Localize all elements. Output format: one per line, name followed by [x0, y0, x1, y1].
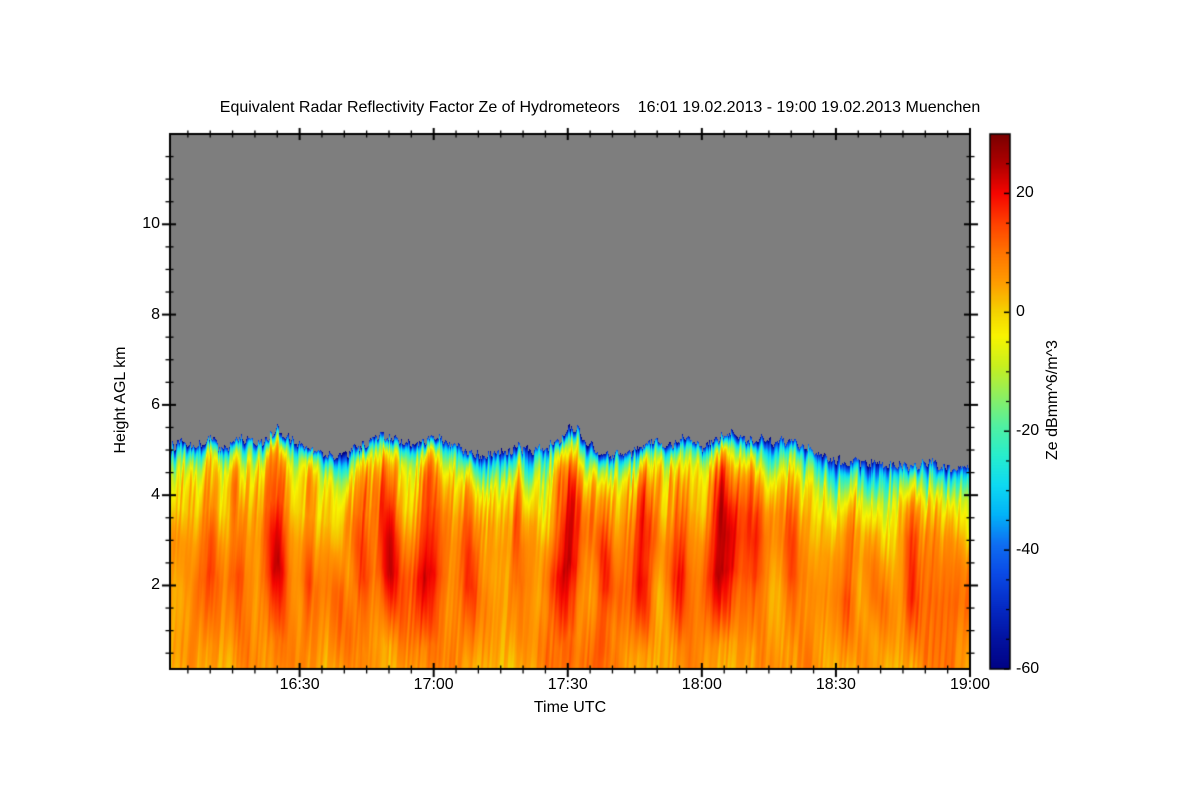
colorbar-label: Ze dBmm^6/m^3	[1044, 340, 1061, 460]
x-axis-label: Time UTC	[533, 699, 607, 716]
x-axis-tick-label: 16:30	[279, 676, 320, 693]
colorbar-tick-label: -40	[1016, 541, 1040, 559]
x-axis-tick-label: 19:00	[949, 676, 991, 693]
colorbar-tick-label: 20	[1016, 184, 1034, 202]
y-axis-tick-label: 8	[151, 305, 160, 323]
x-axis-tick-label: 17:00	[413, 676, 454, 693]
colorbar-tick-label: 0	[1016, 303, 1025, 321]
colorbar-tick-label: -60	[1016, 660, 1040, 677]
x-axis-tick-label: 17:30	[547, 676, 588, 693]
y-axis-tick-label: 2	[151, 576, 160, 594]
chart-title: Equivalent Radar Reflectivity Factor Ze …	[219, 99, 981, 116]
y-axis-tick-label: 6	[151, 395, 160, 413]
colorbar-tick-label: -20	[1016, 422, 1040, 440]
x-axis-tick-label: 18:30	[815, 676, 856, 693]
x-axis-tick-label: 18:00	[681, 676, 722, 693]
y-axis-tick-label: 10	[142, 215, 160, 233]
y-axis-tick-label: 4	[151, 486, 160, 504]
